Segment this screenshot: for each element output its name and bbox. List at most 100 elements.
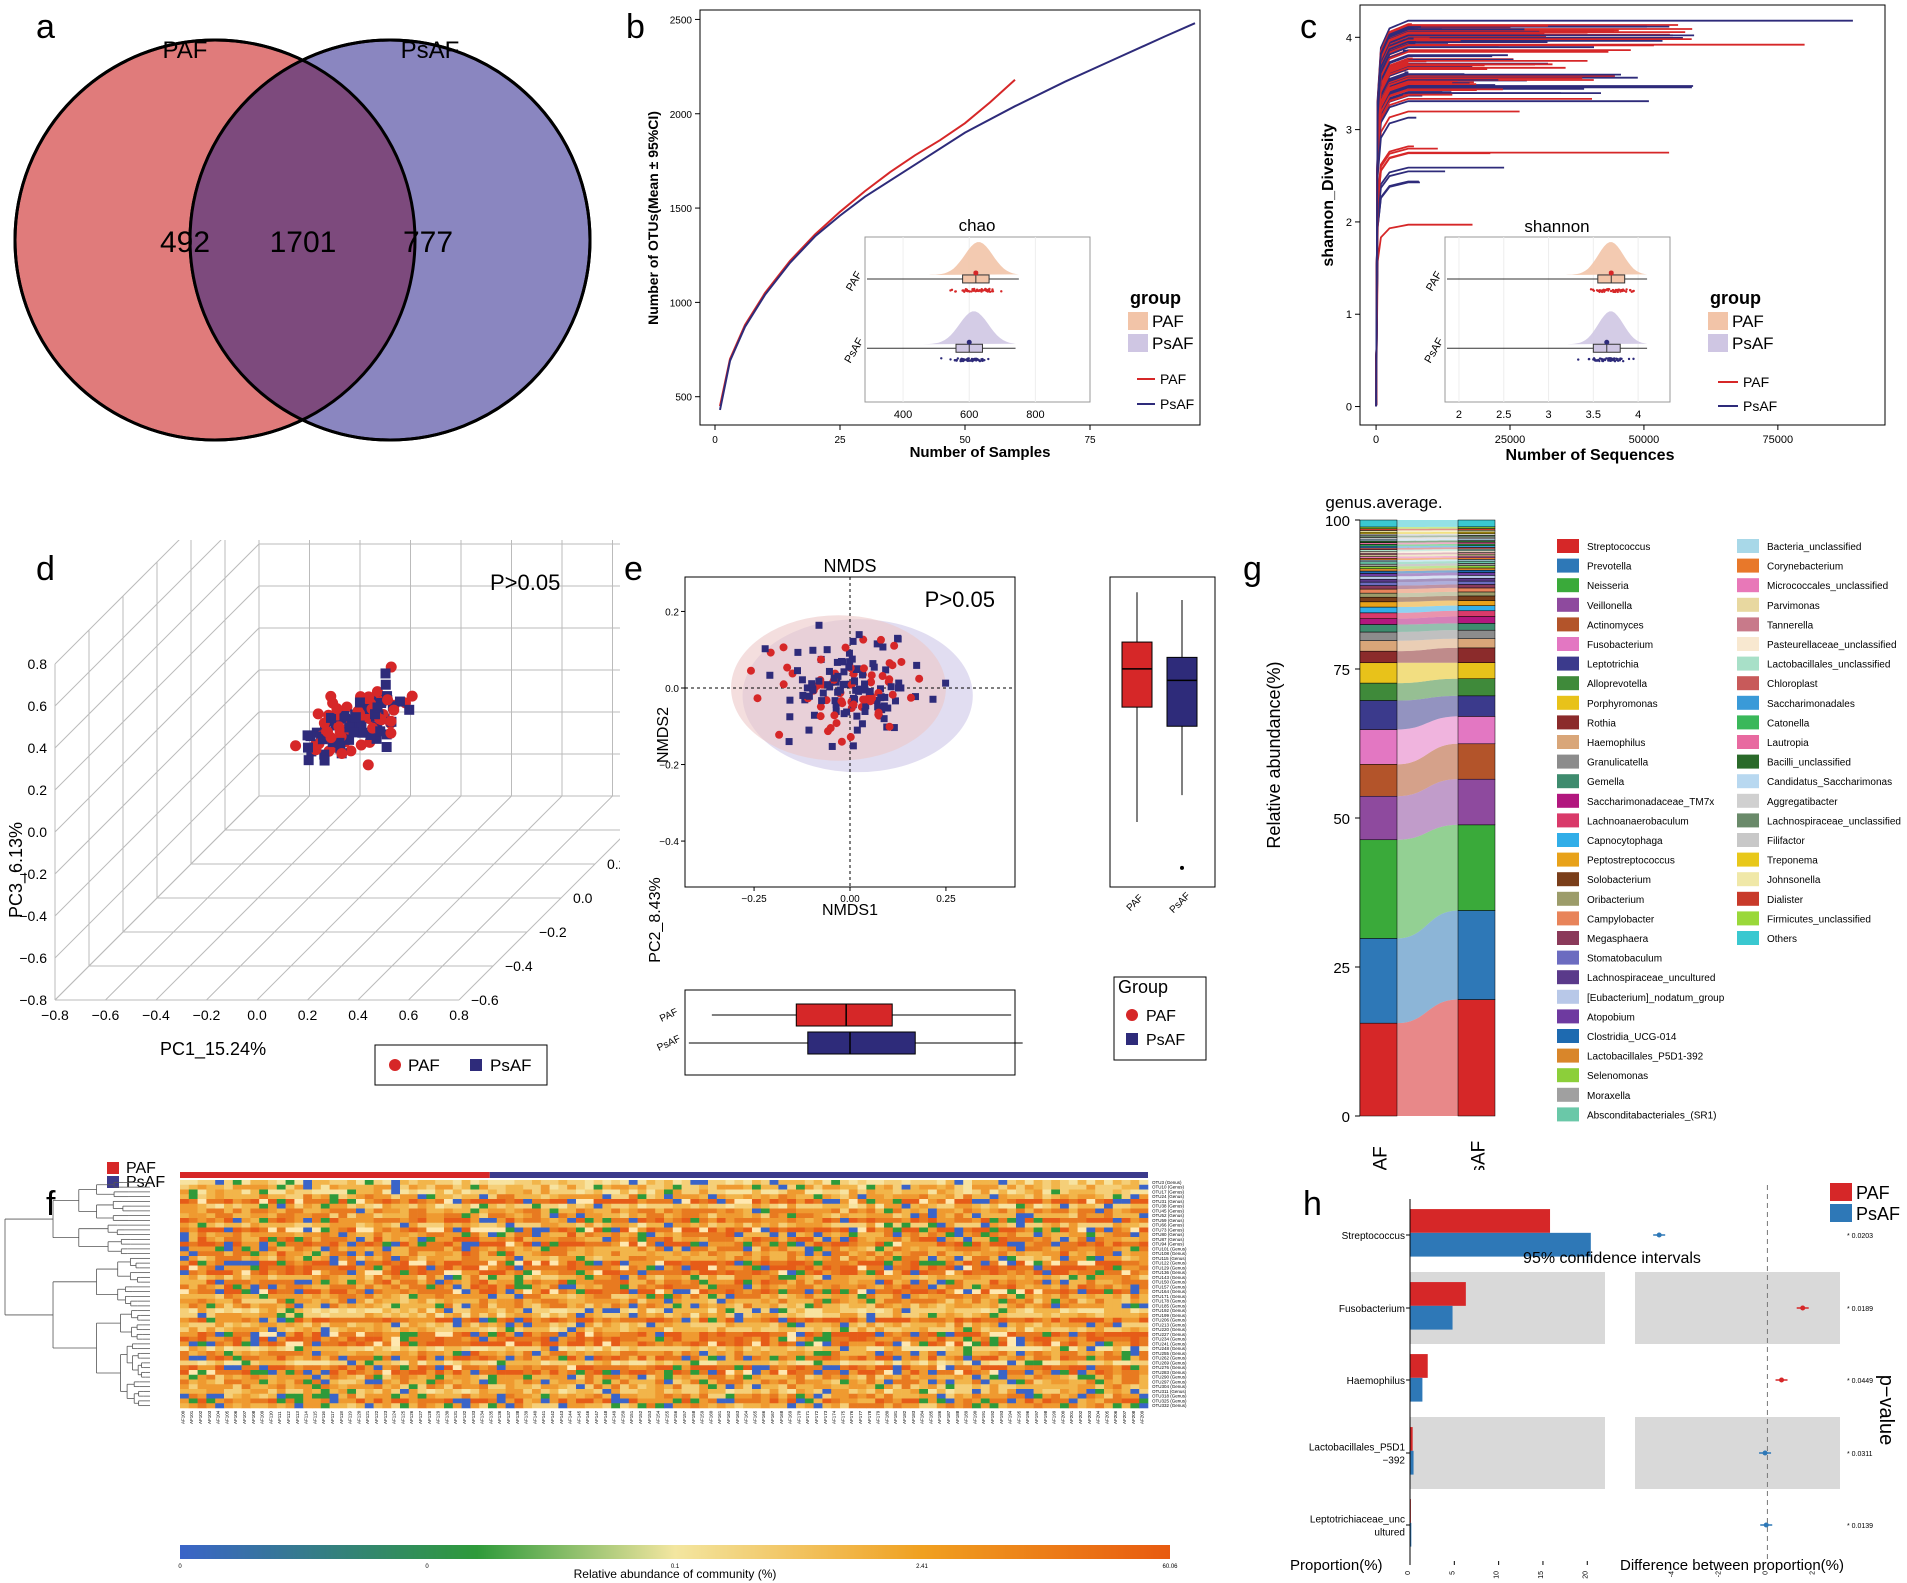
heatmap-cell: [1060, 1294, 1070, 1300]
heatmap-cell: [338, 1294, 348, 1300]
heatmap-cell: [655, 1284, 665, 1290]
heatmap-cell: [514, 1194, 524, 1200]
heatmap-cell: [875, 1308, 885, 1314]
heatmap-cell: [250, 1260, 260, 1266]
heatmap-cell: [796, 1313, 806, 1319]
heatmap-cell: [936, 1203, 946, 1209]
heatmap-cell: [620, 1260, 630, 1266]
heatmap-cell: [1121, 1298, 1131, 1304]
heatmap-cell: [681, 1279, 691, 1285]
heatmap-cell: [840, 1298, 850, 1304]
heatmap-cell: [549, 1246, 559, 1252]
heatmap-cell: [681, 1241, 691, 1247]
heatmap-cell: [356, 1218, 366, 1224]
heatmap-cell: [470, 1332, 480, 1338]
heatmap-cell: [1095, 1222, 1105, 1228]
heatmap-cell: [549, 1303, 559, 1309]
heatmap-cell: [1104, 1256, 1114, 1262]
heatmap-cell: [452, 1194, 462, 1200]
heatmap-cell: [593, 1270, 603, 1276]
heatmap-cell: [444, 1303, 454, 1309]
heatmap-cell: [848, 1237, 858, 1243]
heatmap-cell: [866, 1294, 876, 1300]
heatmap-cell: [945, 1199, 955, 1205]
heatmap-cell: [435, 1284, 445, 1290]
heatmap-cell: [778, 1189, 788, 1195]
heatmap-cell: [523, 1294, 533, 1300]
heatmap-cell: [919, 1298, 929, 1304]
heatmap-cell: [796, 1237, 806, 1243]
heatmap-cell: [1016, 1256, 1026, 1262]
heatmap-cell: [708, 1194, 718, 1200]
heatmap-cell: [1033, 1279, 1043, 1285]
heatmap-cell: [180, 1298, 190, 1304]
heatmap-cell: [884, 1222, 894, 1228]
heatmap-cell: [716, 1213, 726, 1219]
heatmap-cell: [364, 1332, 374, 1338]
heatmap-cell: [1139, 1194, 1149, 1200]
heatmap-cell: [303, 1313, 313, 1319]
heatmap-cell: [496, 1289, 506, 1295]
heatmap-cell: [972, 1303, 982, 1309]
flow-band: [1397, 565, 1458, 569]
heatmap-cell: [1121, 1260, 1131, 1266]
heatmap-cell: [400, 1275, 410, 1281]
heatmap-cell: [224, 1256, 234, 1262]
heatmap-cell: [602, 1327, 612, 1333]
heatmap-cell: [778, 1279, 788, 1285]
flow-band: [1397, 581, 1458, 586]
inset-point: [1599, 289, 1603, 292]
heatmap-cell: [884, 1279, 894, 1285]
heatmap-cell: [716, 1303, 726, 1309]
heatmap-cell: [1033, 1203, 1043, 1209]
heatmap-cell: [576, 1213, 586, 1219]
heatmap-cell: [329, 1199, 339, 1205]
heatmap-cell: [1139, 1327, 1149, 1333]
side-gridline: [54, 543, 260, 749]
heatmap-cell: [690, 1289, 700, 1295]
heatmap-cell: [549, 1317, 559, 1323]
heatmap-cell: [294, 1199, 304, 1205]
heatmap-cell: [769, 1294, 779, 1300]
plot-frame: [1359, 4, 1886, 426]
row-label: OTU73 (Genus): [1152, 1227, 1185, 1232]
heatmap-cell: [655, 1189, 665, 1195]
heatmap-cell: [1095, 1227, 1105, 1233]
heatmap-cell: [672, 1256, 682, 1262]
heatmap-cell: [980, 1194, 990, 1200]
heatmap-cell: [672, 1232, 682, 1238]
heatmap-cell: [576, 1332, 586, 1338]
heatmap-cell: [584, 1180, 594, 1186]
heatmap-cell: [822, 1208, 832, 1214]
heatmap-cell: [972, 1189, 982, 1195]
heatmap-cell: [593, 1265, 603, 1271]
heatmap-cell: [417, 1199, 427, 1205]
bar-segment-paf: [1359, 585, 1398, 590]
heatmap-cell: [215, 1256, 225, 1262]
heatmap-cell: [646, 1322, 656, 1328]
y-tick-label: 0: [1342, 1109, 1350, 1126]
heatmap-cell: [752, 1241, 762, 1247]
point-psaf: [895, 679, 903, 687]
heatmap-cell: [505, 1241, 515, 1247]
heatmap-cell: [646, 1298, 656, 1304]
heatmap-cell: [769, 1303, 779, 1309]
heatmap-cell: [1033, 1260, 1043, 1266]
bar-segment-psaf: [1457, 647, 1496, 663]
heatmap-cell: [840, 1189, 850, 1195]
heatmap-cell: [1077, 1308, 1087, 1314]
heatmap-cell: [1024, 1218, 1034, 1224]
heatmap-cell: [250, 1199, 260, 1205]
heatmap-cell: [426, 1203, 436, 1209]
heatmap-cell: [743, 1313, 753, 1319]
heatmap-cell: [716, 1298, 726, 1304]
heatmap-cell: [769, 1241, 779, 1247]
heatmap-cell: [391, 1232, 401, 1238]
legend-label: Porphyromonas: [1587, 699, 1658, 710]
heatmap-cell: [356, 1246, 366, 1252]
heatmap-cell: [778, 1184, 788, 1190]
heatmap-cell: [364, 1251, 374, 1257]
heatmap-cell: [276, 1237, 286, 1243]
heatmap-cell: [303, 1184, 313, 1190]
heatmap-cell: [681, 1251, 691, 1257]
